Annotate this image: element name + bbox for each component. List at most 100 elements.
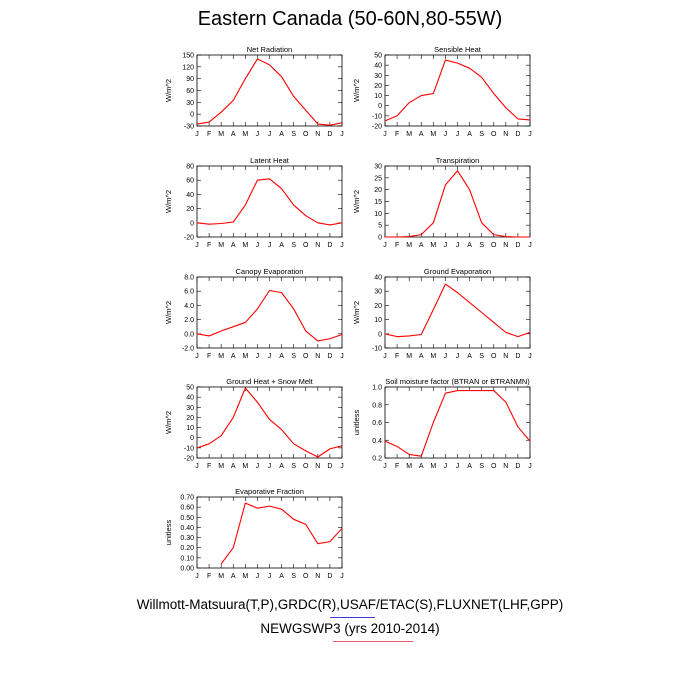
y-tick-label: -20 bbox=[372, 124, 382, 131]
series-line bbox=[196, 387, 343, 458]
x-tick-label: O bbox=[303, 573, 309, 580]
y-axis-label: W/m^2 bbox=[352, 79, 361, 102]
y-tick-label: 0.6 bbox=[372, 420, 382, 427]
x-tick-label: A bbox=[467, 131, 472, 138]
y-axis-label: W/m^2 bbox=[352, 301, 361, 324]
x-tick-label: O bbox=[491, 463, 497, 470]
y-tick-label: 60 bbox=[186, 178, 194, 185]
y-tick-label: 2.0 bbox=[184, 317, 194, 324]
y-tick-label: 30 bbox=[374, 73, 382, 80]
x-tick-label: N bbox=[503, 242, 508, 249]
y-tick-label: 40 bbox=[374, 63, 382, 70]
y-tick-label: 30 bbox=[374, 164, 382, 171]
series-line bbox=[196, 58, 343, 126]
x-tick-label: J bbox=[256, 463, 260, 470]
x-tick-label: J bbox=[444, 242, 448, 249]
y-tick-label: 150 bbox=[182, 53, 194, 60]
y-axis-label: W/m^2 bbox=[352, 190, 361, 213]
x-tick-label: J bbox=[383, 463, 387, 470]
x-tick-label: J bbox=[340, 242, 344, 249]
chart-frame bbox=[196, 276, 343, 349]
x-tick-label: D bbox=[515, 131, 520, 138]
x-tick-label: J bbox=[444, 353, 448, 360]
series-line bbox=[220, 502, 343, 565]
x-tick-label: A bbox=[419, 242, 424, 249]
x-tick-label: M bbox=[430, 353, 436, 360]
y-tick-label: 25 bbox=[374, 175, 382, 182]
y-tick-label: 10 bbox=[374, 317, 382, 324]
x-tick-label: J bbox=[195, 463, 199, 470]
y-tick-label: 6.0 bbox=[184, 289, 194, 296]
y-tick-label: 40 bbox=[186, 395, 194, 402]
x-tick-label: A bbox=[279, 463, 284, 470]
y-tick-label: 0.00 bbox=[180, 566, 194, 573]
x-tick-label: F bbox=[207, 131, 211, 138]
x-tick-label: M bbox=[218, 573, 224, 580]
y-tick-label: 30 bbox=[374, 289, 382, 296]
x-tick-label: F bbox=[207, 353, 211, 360]
x-tick-label: S bbox=[479, 131, 484, 138]
chart-frame bbox=[384, 165, 531, 238]
y-tick-label: 0.0 bbox=[184, 331, 194, 338]
x-tick-label: S bbox=[479, 463, 484, 470]
x-tick-label: D bbox=[515, 463, 520, 470]
chart-panel: Canopy Evaporation W/m^2 8.0 6.0 4.0 2.0 0.0 -2… bbox=[164, 267, 344, 360]
x-tick-label: S bbox=[291, 242, 296, 249]
chart-frame bbox=[384, 276, 531, 349]
x-tick-label: J bbox=[340, 131, 344, 138]
x-tick-label: M bbox=[406, 463, 412, 470]
x-tick-label: M bbox=[430, 242, 436, 249]
y-tick-label: 40 bbox=[186, 192, 194, 199]
chart-title: Sensible Heat bbox=[434, 45, 482, 54]
x-tick-label: N bbox=[315, 573, 320, 580]
y-tick-label: 20 bbox=[374, 187, 382, 194]
x-tick-label: M bbox=[242, 242, 248, 249]
footer-data-sources: Willmott-Matsuura(T,P),GRDC(R),USAF/ETAC… bbox=[136, 597, 564, 612]
chart-title: Soil moisture factor (BTRAN or BTRANMN) bbox=[385, 377, 530, 386]
y-tick-label: 40 bbox=[374, 275, 382, 282]
x-tick-label: J bbox=[456, 463, 460, 470]
x-tick-label: O bbox=[303, 242, 309, 249]
y-tick-label: 0.30 bbox=[180, 535, 194, 542]
y-tick-label: 0.20 bbox=[180, 545, 194, 552]
y-tick-label: 0.60 bbox=[180, 505, 194, 512]
y-tick-label: 50 bbox=[374, 53, 382, 60]
y-tick-label: -10 bbox=[372, 346, 382, 353]
y-tick-label: -10 bbox=[184, 445, 194, 452]
x-tick-label: N bbox=[315, 242, 320, 249]
x-tick-label: A bbox=[467, 242, 472, 249]
x-tick-label: S bbox=[291, 573, 296, 580]
x-tick-label: A bbox=[231, 242, 236, 249]
x-tick-label: F bbox=[395, 353, 399, 360]
x-tick-label: J bbox=[444, 131, 448, 138]
y-tick-label: 0 bbox=[190, 112, 194, 119]
x-tick-label: F bbox=[395, 463, 399, 470]
chart-frame bbox=[384, 386, 531, 459]
x-tick-label: J bbox=[340, 573, 344, 580]
y-tick-label: 0 bbox=[378, 331, 382, 338]
x-tick-label: D bbox=[515, 242, 520, 249]
x-tick-label: J bbox=[340, 463, 344, 470]
y-tick-label: -30 bbox=[184, 124, 194, 131]
x-tick-label: O bbox=[303, 463, 309, 470]
x-tick-label: F bbox=[207, 573, 211, 580]
y-axis-label: W/m^2 bbox=[164, 411, 173, 434]
x-tick-label: A bbox=[467, 353, 472, 360]
x-tick-label: O bbox=[303, 353, 309, 360]
x-tick-label: J bbox=[456, 131, 460, 138]
x-tick-label: J bbox=[528, 242, 532, 249]
x-tick-label: M bbox=[218, 353, 224, 360]
chart-frame bbox=[196, 54, 343, 127]
y-tick-label: 5 bbox=[378, 223, 382, 230]
x-tick-label: N bbox=[315, 131, 320, 138]
x-tick-label: M bbox=[242, 573, 248, 580]
series-line bbox=[385, 170, 530, 238]
y-tick-label: 10 bbox=[374, 211, 382, 218]
x-tick-label: D bbox=[327, 573, 332, 580]
x-tick-label: J bbox=[195, 573, 199, 580]
x-tick-label: M bbox=[218, 463, 224, 470]
y-tick-label: 20 bbox=[186, 415, 194, 422]
footer-model-years: NEWGSWP3 (yrs 2010-2014) bbox=[260, 621, 440, 636]
y-tick-label: 1.0 bbox=[372, 385, 382, 392]
